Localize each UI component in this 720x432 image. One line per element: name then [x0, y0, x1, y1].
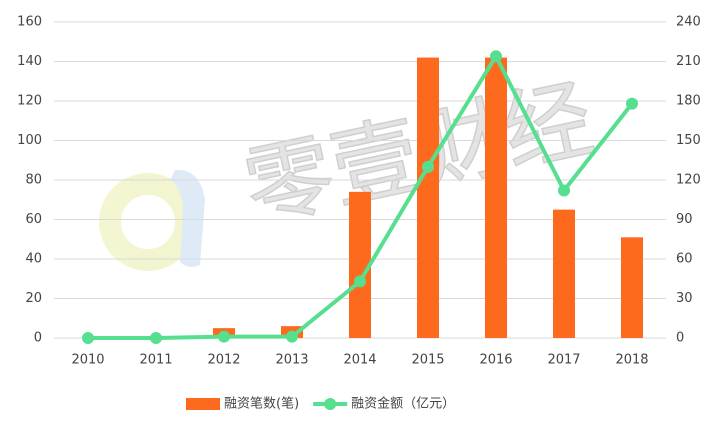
y-tick-label: 80 — [25, 173, 42, 188]
point — [354, 275, 366, 288]
y-tick-label: 60 — [25, 212, 42, 227]
y-tick-label: 20 — [25, 291, 42, 306]
bar — [349, 191, 371, 338]
x-tick-label: 2012 — [207, 353, 240, 368]
point — [422, 160, 434, 173]
y-tick-label: 0 — [34, 331, 42, 346]
y-tick-label: 100 — [17, 133, 42, 148]
point — [626, 97, 638, 110]
bar — [621, 237, 643, 338]
y2-tick-label: 150 — [676, 133, 701, 148]
x-tick-label: 2014 — [343, 353, 376, 368]
y2-tick-label: 180 — [676, 94, 701, 109]
legend-label: 融资笔数(笔) — [224, 396, 299, 412]
bar — [417, 57, 439, 339]
y-tick-label: 140 — [17, 54, 42, 69]
legend-swatch — [186, 398, 220, 410]
bar — [553, 209, 575, 338]
x-tick-label: 2017 — [547, 353, 580, 368]
y-tick-label: 120 — [17, 94, 42, 109]
logo-ring — [99, 173, 197, 271]
y2-tick-label: 210 — [676, 54, 701, 69]
point — [558, 184, 570, 197]
point — [82, 332, 94, 344]
x-tick-label: 2013 — [275, 353, 308, 368]
logo — [99, 169, 205, 271]
point — [286, 330, 298, 343]
y-tick-label: 40 — [25, 252, 42, 267]
legend-marker — [324, 398, 337, 410]
point — [490, 50, 502, 63]
y2-tick-label: 0 — [676, 331, 684, 346]
y2-tick-label: 30 — [676, 291, 693, 306]
y-tick-label: 160 — [17, 15, 42, 30]
x-tick-label: 2018 — [615, 353, 648, 368]
y2-tick-label: 60 — [676, 252, 693, 267]
x-tick-label: 2016 — [479, 353, 512, 368]
y2-tick-label: 120 — [676, 173, 701, 188]
point — [218, 330, 230, 343]
y2-tick-label: 90 — [676, 212, 693, 227]
legend-label: 融资金额（亿元） — [351, 396, 455, 412]
x-tick-label: 2011 — [139, 353, 172, 368]
logo-bar — [170, 169, 205, 267]
bar — [485, 57, 507, 339]
x-tick-label: 2015 — [411, 353, 444, 368]
x-tick-label: 2010 — [71, 353, 104, 368]
point — [150, 332, 162, 344]
y2-tick-label: 240 — [676, 15, 701, 30]
